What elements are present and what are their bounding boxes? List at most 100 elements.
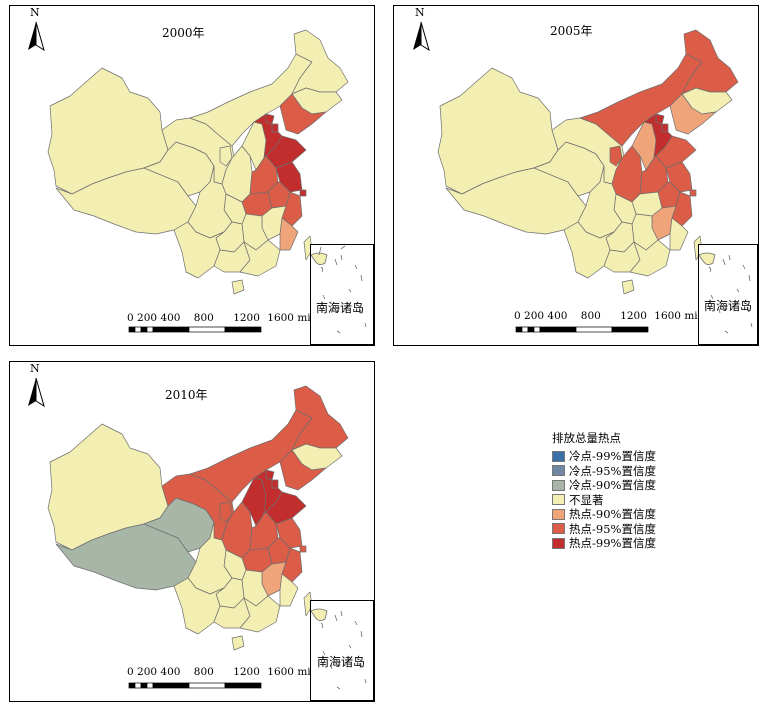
scale-bar-segment bbox=[515, 326, 523, 333]
province-hainan bbox=[231, 635, 245, 651]
china-map-2010 bbox=[47, 385, 349, 689]
province-hainan bbox=[621, 279, 635, 295]
province-ningxia bbox=[609, 145, 623, 167]
legend-swatch bbox=[552, 523, 565, 535]
scale-bar-segment bbox=[140, 682, 148, 689]
south-china-sea-inset: 南海诸岛 bbox=[310, 600, 374, 701]
legend-swatch bbox=[552, 508, 565, 520]
legend-item: 冷点-90%置信度 bbox=[552, 478, 656, 493]
province-guangdong bbox=[239, 595, 281, 633]
scale-bar-segment bbox=[611, 326, 649, 333]
scale-label: 1200 bbox=[233, 312, 260, 324]
scale-bar-segment bbox=[224, 682, 262, 689]
map-title: 2005年 bbox=[550, 24, 593, 38]
province-fujian bbox=[669, 217, 689, 251]
scale-bar-segment bbox=[152, 326, 190, 333]
north-arrow: N bbox=[25, 362, 47, 408]
legend-item: 热点-99%置信度 bbox=[552, 536, 656, 551]
province-fujian bbox=[279, 217, 299, 251]
inset-label: 南海诸岛 bbox=[704, 299, 753, 313]
north-label: N bbox=[30, 362, 40, 375]
legend-item: 冷点-99%置信度 bbox=[552, 449, 656, 464]
province-shanghai bbox=[299, 189, 307, 197]
legend-swatch bbox=[552, 494, 565, 506]
inset-label: 南海诸岛 bbox=[317, 655, 366, 669]
province-guangdong bbox=[239, 239, 281, 277]
scale-bar-segment bbox=[188, 326, 226, 333]
legend-label: 热点-99%置信度 bbox=[569, 536, 656, 551]
scale-label: 800 bbox=[193, 666, 214, 678]
scale-bar-segment bbox=[134, 326, 142, 333]
legend-label: 冷点-90%置信度 bbox=[569, 478, 656, 493]
map-title: 2000年 bbox=[162, 26, 205, 40]
legend-item: 不显著 bbox=[552, 493, 656, 508]
map-title: 2010年 bbox=[165, 388, 208, 402]
scale-label: 1200 bbox=[620, 310, 647, 322]
legend-swatch bbox=[552, 537, 565, 549]
scale-label: 1200 bbox=[233, 666, 260, 678]
province-liaoning bbox=[279, 449, 327, 491]
scale-bar-segment bbox=[134, 682, 142, 689]
scale-label: 0 200 400 bbox=[127, 666, 181, 678]
legend-label: 热点-95%置信度 bbox=[569, 521, 656, 536]
province-tibet bbox=[445, 161, 587, 235]
province-heilongjiang bbox=[681, 29, 739, 95]
north-arrow: N bbox=[410, 6, 432, 52]
scale-bar-segment bbox=[539, 326, 577, 333]
map-panel-2010: N 2010年 0 200 400 800 1200 1600 miles 南海… bbox=[9, 361, 375, 702]
map-panel-2005: N 2005年 0 200 400 800 1200 1600 miles 南海… bbox=[393, 5, 759, 346]
province-hainan bbox=[231, 279, 245, 295]
province-ningxia bbox=[219, 145, 233, 167]
legend: 排放总量热点 冷点-99%置信度 冷点-95%置信度 冷点-90%置信度 不显著… bbox=[552, 430, 656, 551]
province-tianjin bbox=[661, 123, 669, 133]
province-shanghai bbox=[299, 545, 307, 553]
scale-bar-segment bbox=[152, 682, 190, 689]
north-arrow: N bbox=[25, 6, 47, 52]
south-china-sea-inset: 南海诸岛 bbox=[698, 244, 758, 345]
china-map-2005 bbox=[437, 29, 739, 333]
legend-swatch bbox=[552, 465, 565, 477]
legend-label: 不显著 bbox=[569, 492, 604, 507]
legend-swatch bbox=[552, 450, 565, 462]
scale-bar-segment bbox=[533, 326, 541, 333]
province-tibet bbox=[55, 161, 197, 235]
inset-label: 南海诸岛 bbox=[316, 301, 365, 315]
scale-bar-segment bbox=[527, 326, 535, 333]
province-shanghai bbox=[689, 189, 697, 197]
province-tianjin bbox=[271, 479, 279, 489]
scale-label: 0 200 400 bbox=[514, 310, 568, 322]
scale-bar-segment bbox=[146, 326, 154, 333]
scale-label: 0 200 400 bbox=[127, 312, 181, 324]
province-liaoning bbox=[669, 93, 717, 135]
legend-item: 冷点-95%置信度 bbox=[552, 464, 656, 479]
legend-label: 热点-90%置信度 bbox=[569, 507, 656, 522]
scale-bar-segment bbox=[575, 326, 613, 333]
scale-label: 800 bbox=[193, 312, 214, 324]
scale-bar-segment bbox=[128, 682, 136, 689]
province-heilongjiang bbox=[291, 29, 349, 95]
province-tianjin bbox=[271, 123, 279, 133]
scale-bar-segment bbox=[128, 326, 136, 333]
legend-item: 热点-90%置信度 bbox=[552, 507, 656, 522]
north-label: N bbox=[30, 6, 40, 19]
scale-bar-segment bbox=[188, 682, 226, 689]
province-fujian bbox=[279, 573, 299, 607]
province-guangdong bbox=[629, 239, 671, 277]
scale-bar-segment bbox=[521, 326, 529, 333]
north-label: N bbox=[415, 6, 425, 19]
scale-label: 800 bbox=[580, 310, 601, 322]
legend-swatch bbox=[552, 479, 565, 491]
legend-title: 排放总量热点 bbox=[552, 431, 621, 445]
legend-label: 冷点-95%置信度 bbox=[569, 463, 656, 478]
province-tibet bbox=[55, 517, 197, 591]
legend-item: 热点-95%置信度 bbox=[552, 522, 656, 537]
china-map-2000 bbox=[47, 29, 349, 333]
legend-label: 冷点-99%置信度 bbox=[569, 449, 656, 464]
scale-bar-segment bbox=[224, 326, 262, 333]
map-panel-2000: N 2000年 0 200 400 800 1200 1600 miles 南海… bbox=[9, 5, 375, 346]
scale-bar-segment bbox=[140, 326, 148, 333]
scale-bar-segment bbox=[146, 682, 154, 689]
province-ningxia bbox=[219, 501, 233, 523]
province-heilongjiang bbox=[291, 385, 349, 451]
province-liaoning bbox=[279, 93, 327, 135]
